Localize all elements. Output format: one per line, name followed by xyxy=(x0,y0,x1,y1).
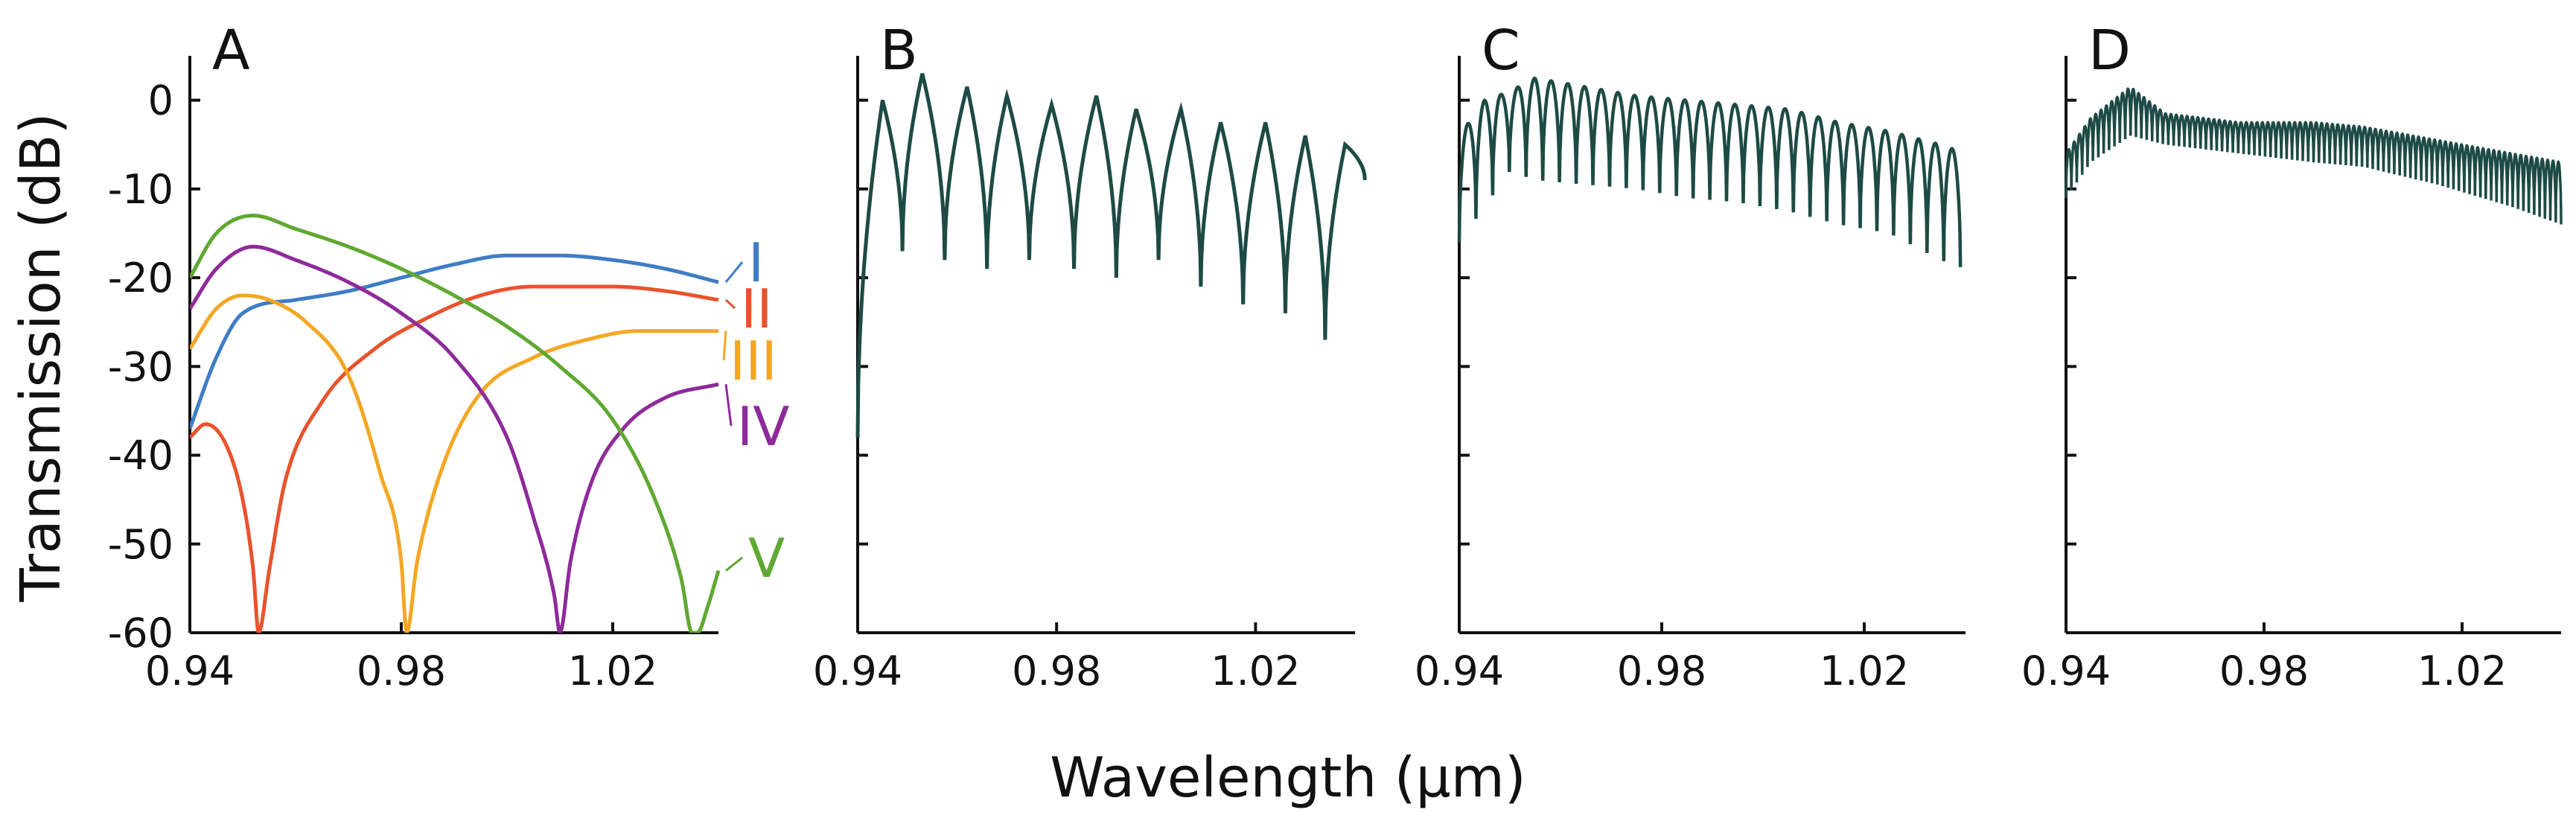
panel-c: 0.94 0.98 1.02 C xyxy=(1415,19,1966,695)
series-i-leader xyxy=(724,261,744,283)
x-tick-label: 0.98 xyxy=(2219,648,2309,695)
series-ii-line xyxy=(190,284,719,633)
fringe-curve xyxy=(1457,77,1963,267)
series-iii-leader xyxy=(722,331,727,361)
panel-letter: D xyxy=(2088,19,2131,83)
fringe-curve xyxy=(855,73,1367,438)
y-tick-label: -20 xyxy=(108,255,173,301)
series-iv-label: IV xyxy=(737,395,790,458)
series-ii-label: II xyxy=(741,278,772,340)
y-tick-label: -60 xyxy=(108,610,173,657)
series-iii-label: III xyxy=(730,330,777,392)
series-iii-line xyxy=(190,293,718,633)
y-tick-label: -10 xyxy=(108,166,173,213)
y-tick-label: -30 xyxy=(108,343,173,390)
x-tick-label: 0.98 xyxy=(1617,648,1706,695)
x-tick-label: 0.98 xyxy=(357,648,446,695)
y-axis-title: Transmission (dB) xyxy=(9,112,73,602)
x-tick-label: 0.94 xyxy=(145,648,235,695)
x-tick-label: 1.02 xyxy=(568,648,657,695)
panel-letter: B xyxy=(880,19,918,83)
series-i-line xyxy=(190,253,719,430)
series-iv-line xyxy=(190,244,719,633)
x-tick-label: 0.94 xyxy=(1415,648,1504,695)
x-tick-label: 0.94 xyxy=(813,648,902,695)
panel-d: 0.94 0.98 1.02 D xyxy=(2021,19,2563,695)
x-tick-label: 0.98 xyxy=(1012,648,1101,695)
panel-letter: A xyxy=(212,19,250,83)
y-tick-label: -40 xyxy=(108,432,173,479)
x-tick-label: 0.94 xyxy=(2021,648,2111,695)
panel-a: 0-10-20-30-40-50-600.94 0.98 1.02AIIIIIIIV… xyxy=(108,19,790,695)
x-axis-title: Wavelength (μm) xyxy=(1050,746,1525,810)
series-i-label: I xyxy=(748,232,764,294)
panel-b: 0.94 0.98 1.02 B xyxy=(813,19,1367,695)
series-v-leader xyxy=(725,556,743,572)
x-tick-label: 1.02 xyxy=(1820,648,1909,695)
y-tick-label: -50 xyxy=(108,521,173,568)
series-iv-leader xyxy=(724,383,733,427)
y-tick-label: 0 xyxy=(148,77,173,124)
series-v-line xyxy=(190,214,721,633)
panel-letter: C xyxy=(1482,19,1520,83)
series-ii-leader xyxy=(724,299,736,310)
x-tick-label: 1.02 xyxy=(2417,648,2507,695)
fringe-curve xyxy=(2065,87,2563,225)
x-tick-label: 1.02 xyxy=(1211,648,1300,695)
series-v-label: V xyxy=(748,527,785,590)
